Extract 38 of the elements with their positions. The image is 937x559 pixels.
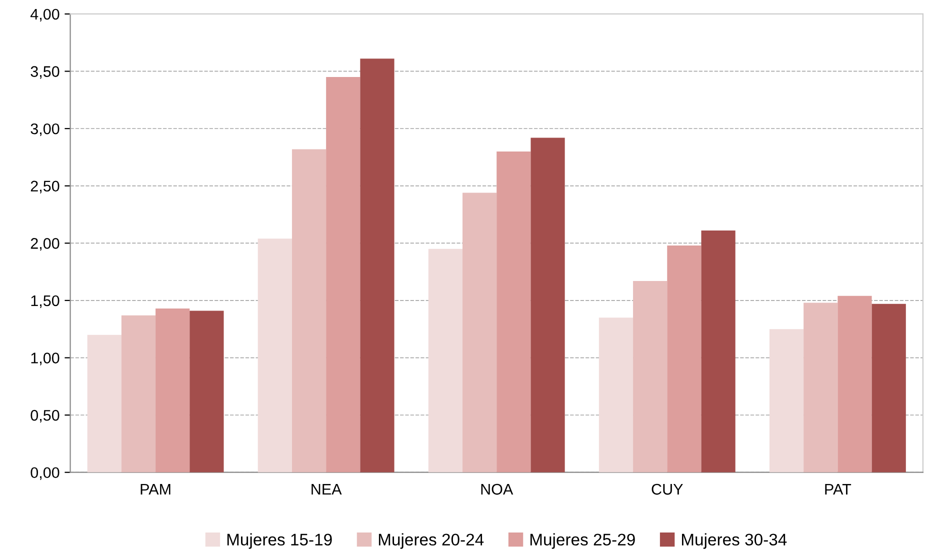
x-tick-label: PAT [825,484,852,495]
legend-label: Mujeres 20-24 [378,533,484,549]
bar [87,334,122,472]
y-tick-label: 3,00 [30,123,60,136]
y-tick-label: 2,50 [30,180,60,194]
y-tick-label: 3,50 [30,66,60,79]
bar [462,192,497,472]
bar [530,138,565,472]
bar [872,304,906,472]
bar [360,58,394,472]
x-tick-label: NOA [481,484,514,495]
bar [428,248,463,472]
bar [292,149,326,472]
bar [701,230,736,472]
legend-label: Mujeres 30-34 [682,533,787,549]
x-tick-label: PAM [140,484,170,495]
x-tick-label: NEA [312,484,342,495]
bar [667,245,702,472]
bar [633,280,668,472]
bar [326,77,360,472]
bar [156,308,190,472]
bar [496,151,531,472]
y-tick-label: 1,00 [31,352,60,366]
legend-label: Mujeres 15-19 [227,533,332,549]
y-tick-label: 4,00 [30,8,60,22]
bar [258,238,292,472]
bar [598,318,634,472]
y-tick-label: 2,00 [30,238,60,251]
y-tick-label: 1,50 [31,295,60,308]
y-tick-label: 0,50 [30,410,60,423]
bar [121,315,156,472]
bar [769,329,804,472]
bar [804,302,838,472]
y-tick-label: 0,00 [30,467,60,480]
bar [190,310,224,472]
x-tick-label: CUY [652,484,683,495]
legend-label: Mujeres 25-29 [530,533,635,549]
bar [838,296,872,472]
